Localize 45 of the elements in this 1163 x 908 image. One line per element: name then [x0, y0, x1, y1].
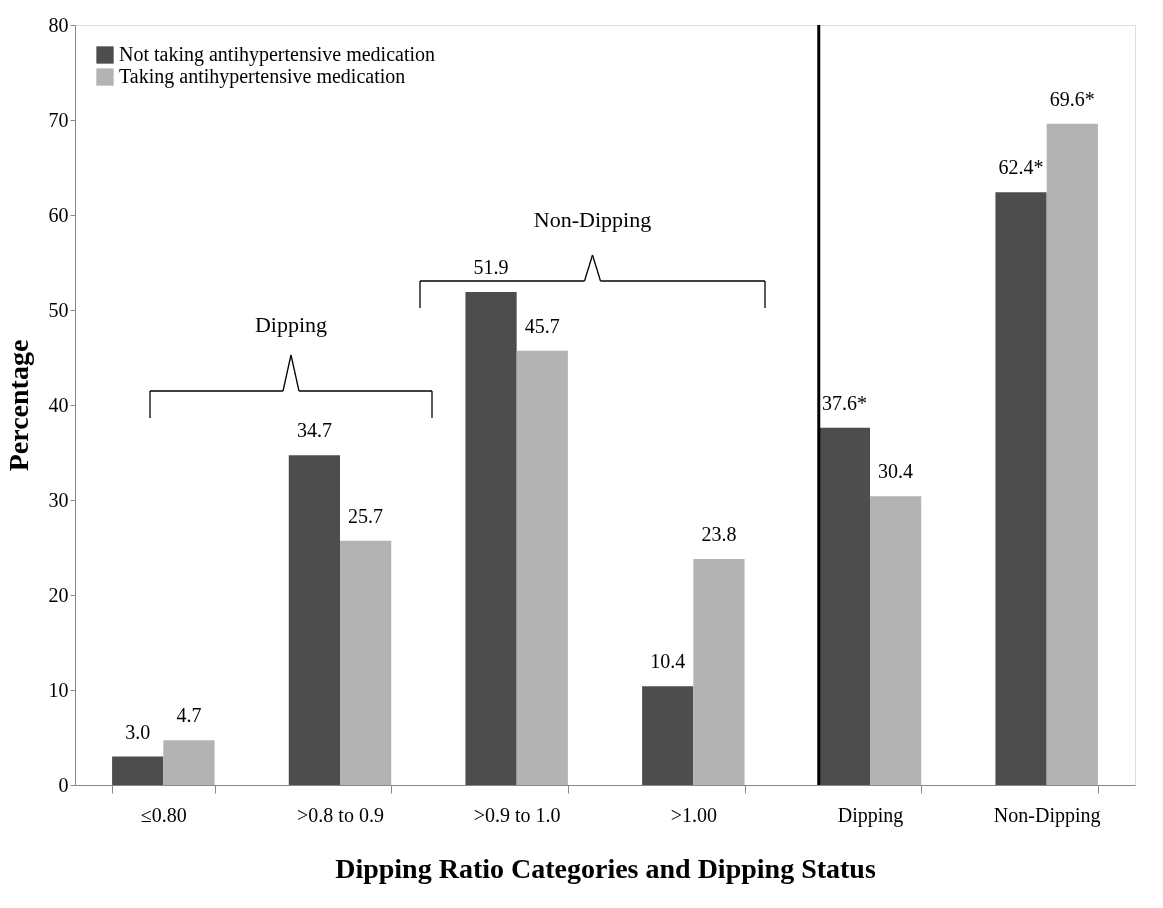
data-label: 4.7: [176, 704, 202, 727]
bar: [112, 756, 164, 785]
bar: [642, 686, 694, 785]
y-tick-label: 20: [48, 583, 69, 606]
data-label: 34.7: [296, 419, 332, 442]
data-label: 37.6*: [821, 391, 867, 414]
bar: [1046, 123, 1098, 785]
y-tick-label: 0: [58, 773, 69, 796]
data-label: 30.4: [878, 460, 914, 483]
bar: [995, 192, 1047, 785]
x-tick-label: ≤0.80: [140, 803, 187, 826]
data-label: 62.4*: [998, 156, 1044, 179]
x-tick-label: >1.00: [670, 803, 717, 826]
y-tick-label: 10: [48, 678, 69, 701]
data-label: 69.6*: [1049, 87, 1095, 110]
y-tick-label: 80: [48, 13, 69, 36]
data-label: 45.7: [524, 314, 560, 337]
bar: [288, 455, 340, 785]
data-label: 25.7: [348, 504, 384, 527]
legend-label: Not taking antihypertensive medication: [119, 43, 436, 66]
y-axis-title: Percentage: [2, 339, 34, 472]
x-tick-label: >0.8 to 0.9: [297, 803, 384, 826]
x-tick-label: Dipping: [837, 803, 904, 827]
y-tick-label: 60: [48, 203, 69, 226]
data-label: 10.4: [650, 650, 686, 673]
y-tick-label: 70: [48, 108, 69, 131]
annotation: Dipping: [254, 312, 328, 337]
bar: [870, 496, 922, 785]
bar: [340, 540, 392, 785]
x-tick-label: >0.9 to 1.0: [473, 803, 561, 826]
bar: [163, 740, 215, 785]
data-label: 3.0: [125, 720, 151, 743]
data-label: 23.8: [701, 522, 737, 545]
data-label: 51.9: [473, 255, 509, 278]
annotation: Non-Dipping: [533, 207, 652, 232]
y-tick-label: 30: [48, 488, 69, 511]
x-tick-label: Non-Dipping: [993, 803, 1101, 827]
bar: [465, 291, 517, 785]
bar: [516, 350, 568, 785]
x-axis-title: Dipping Ratio Categories and Dipping Status: [335, 852, 876, 884]
y-tick-label: 50: [48, 298, 69, 321]
bar: [693, 558, 745, 785]
y-tick-label: 40: [48, 393, 69, 416]
bar: [818, 427, 870, 785]
legend-label: Taking antihypertensive medication: [119, 65, 406, 88]
